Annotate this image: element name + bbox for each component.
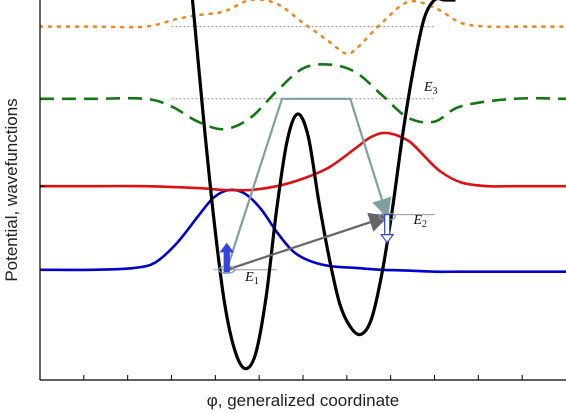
direct-transition-arrow xyxy=(226,212,390,271)
spin-up-marker xyxy=(218,242,236,274)
wavefunction-line xyxy=(40,188,566,274)
level-label-e2: E2 xyxy=(412,213,427,230)
level-label-e3: E3 xyxy=(423,80,438,97)
potential-curve xyxy=(190,0,456,371)
axes xyxy=(39,0,566,381)
wavefunction-line xyxy=(40,131,566,192)
x-axis-title: φ, generalized coordinate xyxy=(207,391,399,410)
via-level-transition-arrow xyxy=(225,97,392,271)
wavefunction-line xyxy=(40,0,566,56)
transitions xyxy=(225,97,392,271)
energy-levels xyxy=(171,26,435,271)
spin-markers xyxy=(218,212,396,274)
spin-down-marker xyxy=(378,212,396,244)
level-label-e1: E1 xyxy=(244,270,259,287)
potential-curve-group xyxy=(190,0,456,371)
x-axis-ticks xyxy=(40,185,523,380)
wavefunction-line xyxy=(40,63,566,131)
wavefunction-series xyxy=(40,0,566,274)
level-labels: E1 E2 E3 xyxy=(244,80,437,287)
y-axis-title: Potential, wavefunctions xyxy=(2,98,21,281)
